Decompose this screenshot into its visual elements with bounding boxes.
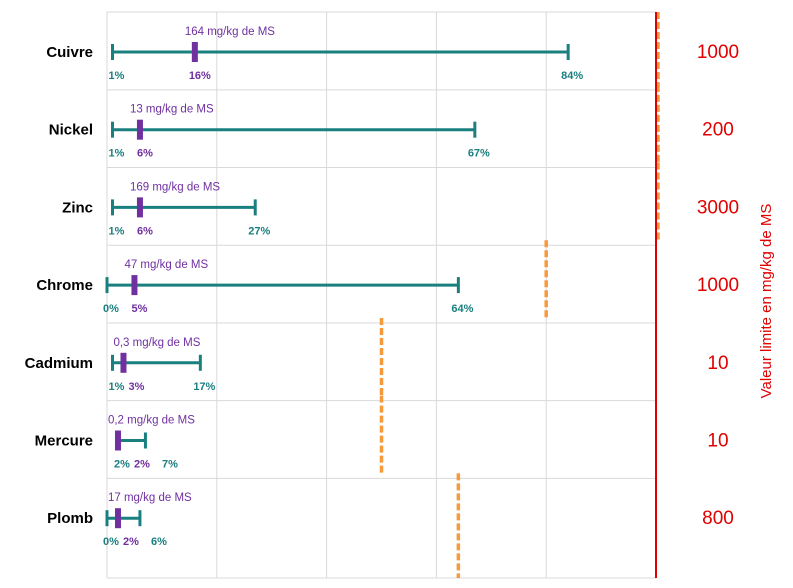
secondary-axis-label: Valeur limite en mg/kg de MS bbox=[758, 204, 775, 399]
row-cadmium: Cadmium 0,3 mg/kg de MS 1% 3% 17% bbox=[25, 337, 216, 393]
row-zinc: Zinc 169 mg/kg de MS 1% 6% 27% bbox=[62, 181, 270, 237]
row-nickel: Nickel 13 mg/kg de MS 1% 6% 67% bbox=[49, 104, 490, 160]
median-mark bbox=[114, 508, 121, 529]
threshold-layer bbox=[379, 12, 660, 578]
category-label: Nickel bbox=[49, 122, 93, 139]
median-mark bbox=[136, 119, 143, 140]
limit-value: 800 bbox=[702, 508, 734, 529]
min-label: 1% bbox=[109, 381, 125, 393]
min-label: 1% bbox=[109, 70, 125, 82]
category-label: Cuivre bbox=[46, 44, 93, 61]
min-label: 2% bbox=[114, 459, 130, 471]
series-layer: Cuivre 164 mg/kg de MS 1% 16% 84% Nickel 13 mg… bbox=[25, 26, 584, 548]
median-mark bbox=[136, 197, 143, 218]
median-label: 16% bbox=[189, 70, 211, 82]
median-label: 6% bbox=[137, 148, 153, 160]
limit-value: 200 bbox=[702, 120, 734, 141]
limit-value: 1000 bbox=[697, 42, 739, 63]
median-value-label: 164 mg/kg de MS bbox=[185, 26, 275, 38]
category-label: Mercure bbox=[35, 433, 93, 450]
row-chrome: Chrome 47 mg/kg de MS 0% 5% 64% bbox=[36, 259, 473, 315]
median-mark bbox=[191, 42, 198, 62]
median-value-label: 17 mg/kg de MS bbox=[108, 492, 192, 504]
median-value-label: 47 mg/kg de MS bbox=[124, 259, 208, 271]
row-plomb: Plomb 17 mg/kg de MS 0% 2% 6% bbox=[47, 492, 192, 548]
median-label: 2% bbox=[134, 459, 150, 471]
median-mark bbox=[120, 352, 127, 373]
median-label: 3% bbox=[129, 381, 145, 393]
max-label: 84% bbox=[561, 70, 583, 82]
limit-value: 10 bbox=[707, 353, 728, 374]
category-label: Chrome bbox=[36, 277, 93, 294]
limit-layer: 1000 200 3000 1000 10 10 800 bbox=[655, 12, 739, 578]
min-label: 0% bbox=[103, 303, 119, 315]
limit-value: 3000 bbox=[697, 197, 739, 218]
median-value-label: 13 mg/kg de MS bbox=[130, 104, 214, 116]
median-value-label: 0,2 mg/kg de MS bbox=[108, 415, 195, 427]
median-label: 2% bbox=[123, 536, 139, 548]
median-value-label: 0,3 mg/kg de MS bbox=[113, 337, 200, 349]
max-label: 17% bbox=[193, 381, 215, 393]
median-label: 5% bbox=[131, 303, 147, 315]
min-label: 1% bbox=[109, 148, 125, 160]
row-cuivre: Cuivre 164 mg/kg de MS 1% 16% 84% bbox=[46, 26, 583, 82]
category-label: Cadmium bbox=[25, 355, 93, 372]
min-label: 0% bbox=[103, 536, 119, 548]
category-label: Plomb bbox=[47, 510, 93, 527]
row-mercure: Mercure 0,2 mg/kg de MS 2% 2% 7% bbox=[35, 415, 196, 471]
median-mark bbox=[114, 430, 121, 451]
min-label: 1% bbox=[109, 225, 125, 237]
max-label: 64% bbox=[451, 303, 473, 315]
max-label: 27% bbox=[248, 225, 270, 237]
max-label: 7% bbox=[162, 459, 178, 471]
limit-value: 10 bbox=[707, 431, 728, 452]
max-label: 6% bbox=[151, 536, 167, 548]
median-mark bbox=[131, 275, 138, 296]
max-label: 67% bbox=[468, 148, 490, 160]
median-value-label: 169 mg/kg de MS bbox=[130, 181, 220, 193]
category-label: Zinc bbox=[62, 199, 93, 216]
median-label: 6% bbox=[137, 225, 153, 237]
limit-value: 1000 bbox=[697, 275, 739, 296]
